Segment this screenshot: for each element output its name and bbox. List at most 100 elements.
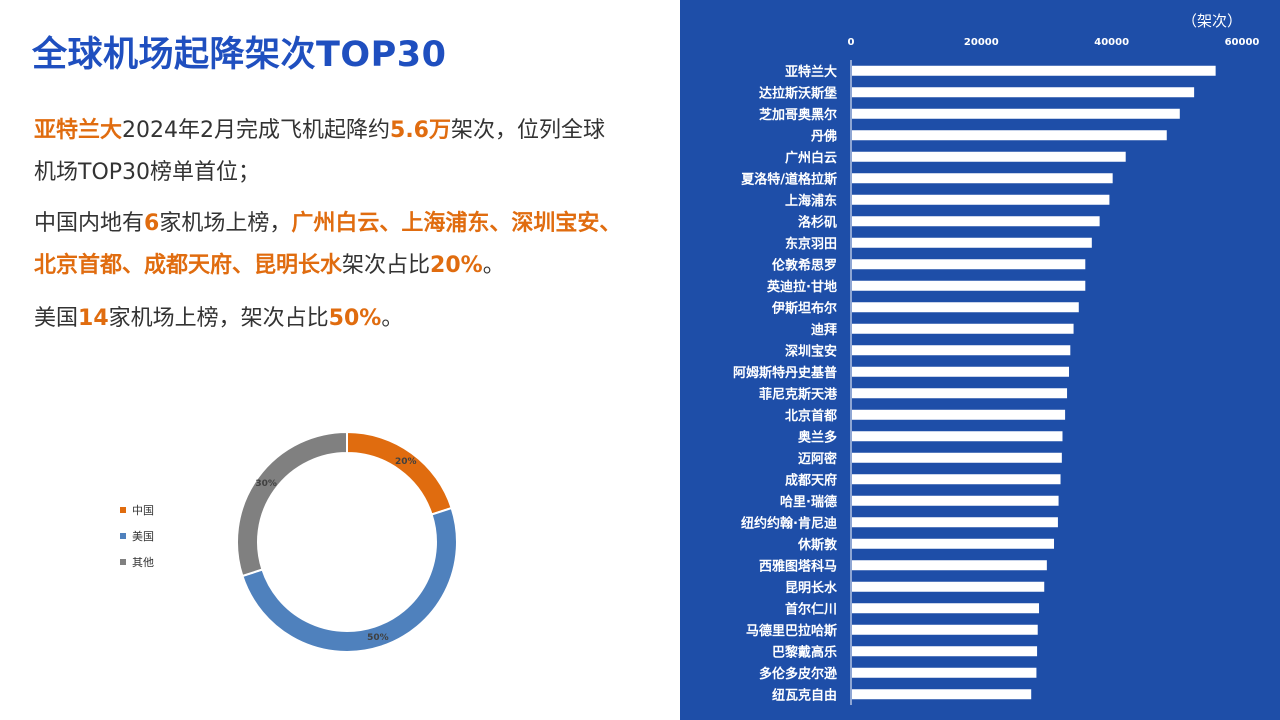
text-segment: 家机场上榜， [159, 211, 292, 236]
bar-category-label: 北京首都 [785, 408, 837, 424]
text-segment: 中国内地有 [34, 211, 145, 236]
bar [852, 237, 1092, 248]
legend-label: 中国 [132, 504, 154, 517]
text-segment: 架次，位列全球机场TOP30榜单首位； [34, 118, 606, 185]
bar [852, 173, 1113, 184]
bar [852, 280, 1086, 291]
bar [852, 194, 1110, 205]
bar [852, 65, 1216, 76]
legend-item: 中国 [120, 497, 154, 523]
bar-category-label: 奥兰多 [798, 429, 837, 445]
donut-slice-0 [346, 430, 453, 516]
bar-category-label: 阿姆斯特丹史基普 [733, 365, 837, 381]
legend-label: 其他 [132, 556, 154, 569]
bar-category-label: 丹佛 [811, 128, 837, 144]
text-segment: 家机场上榜，架次占比 [108, 306, 329, 331]
donut-slice-1 [241, 506, 458, 653]
bar-category-label: 洛杉矶 [798, 214, 837, 230]
donut-slice-label: 50% [367, 633, 389, 643]
bar-category-label: 伦敦希思罗 [772, 257, 837, 273]
legend-item: 其他 [120, 549, 154, 575]
bar [852, 108, 1180, 119]
highlight-atlanta: 亚特兰大 [34, 118, 123, 143]
summary-paragraph-top-airport: 亚特兰大2024年2月完成飞机起降约5.6万架次，位列全球机场TOP30榜单首位… [34, 110, 624, 194]
bar [852, 452, 1062, 463]
bar [852, 689, 1032, 700]
bar-category-label: 昆明长水 [785, 580, 838, 596]
bar-category-label: 上海浦东 [785, 193, 837, 209]
axis-tick-label: 60000 [1225, 37, 1260, 48]
bar-category-label: 伊斯坦布尔 [771, 300, 837, 316]
bar-category-label: 成都天府 [785, 472, 837, 488]
highlight-flights-count: 5.6万 [390, 118, 451, 143]
bar-category-label: 迪拜 [811, 322, 837, 338]
bar-category-label: 巴黎戴高乐 [772, 644, 837, 660]
highlight-usa-share: 50% [328, 306, 382, 331]
bar-category-label: 达拉斯沃斯堡 [759, 85, 837, 101]
bar-category-label: 深圳宝安 [785, 343, 837, 359]
donut-slice-label: 20% [395, 457, 417, 467]
text-segment: 美国 [34, 306, 79, 331]
bar-category-label: 芝加哥奥黑尔 [759, 107, 837, 123]
bar-category-label: 英迪拉·甘地 [766, 279, 837, 295]
bar [852, 495, 1059, 506]
bar [852, 130, 1167, 141]
bar-chart: 0 20000 40000 60000 亚特兰大达拉斯沃斯堡芝加哥奥黑尔丹佛广州白云夏洛… [733, 37, 1260, 705]
legend-swatch [120, 559, 126, 565]
bar [852, 538, 1055, 549]
bar-category-label: 纽约约翰·肯尼迪 [741, 515, 837, 531]
bar [852, 151, 1126, 162]
text-segment: 。 [482, 253, 505, 278]
bar-category-label: 西雅图塔科马 [759, 558, 837, 574]
axis-tick-label: 40000 [1094, 37, 1129, 48]
bar [852, 302, 1079, 313]
donut-legend: 中国美国其他 [120, 497, 154, 575]
page-title: 全球机场起降架次TOP30 [32, 35, 447, 75]
bar [852, 646, 1038, 657]
donut-slice-2 [236, 430, 348, 578]
highlight-usa-count: 14 [78, 306, 109, 331]
highlight-china-count: 6 [144, 211, 160, 236]
donut-slice-label: 30% [255, 479, 277, 489]
text-segment: 架次占比 [342, 253, 431, 278]
bar-category-label: 哈里·瑞德 [780, 494, 837, 510]
bar-category-label: 夏洛特/道格拉斯 [740, 171, 837, 187]
bar-category-label: 休斯敦 [797, 537, 838, 553]
bar-category-label: 东京羽田 [785, 236, 837, 252]
bar [852, 345, 1071, 356]
bar [852, 474, 1061, 485]
bar-category-label: 纽瓦克自由 [772, 687, 837, 703]
bar [852, 366, 1070, 377]
bar-category-label: 迈阿密 [798, 451, 837, 467]
bar [852, 323, 1074, 334]
axis-tick-label: 0 [848, 37, 855, 48]
bar-chart-panel: （架次） 0 20000 40000 60000 亚特兰大达拉斯沃斯堡 芝加哥奥黑尔丹佛广… [680, 0, 1280, 720]
bar [852, 409, 1066, 420]
text-segment: 2024年2月完成飞机起降约 [122, 118, 391, 143]
bar [852, 560, 1047, 571]
bar [852, 581, 1045, 592]
legend-swatch [120, 507, 126, 513]
legend-swatch [120, 533, 126, 539]
legend-item: 美国 [120, 523, 154, 549]
summary-paragraph-usa: 美国14家机场上榜，架次占比50%。 [34, 298, 624, 340]
summary-paragraph-china: 中国内地有6家机场上榜，广州白云、上海浦东、深圳宝安、北京首都、成都天府、昆明长… [34, 203, 624, 287]
bar [852, 603, 1040, 614]
text-segment: 。 [381, 306, 404, 331]
bar [852, 431, 1063, 442]
bar-category-label: 首尔仁川 [785, 601, 837, 617]
bar [852, 216, 1100, 227]
bar [852, 517, 1058, 528]
bar-category-label: 亚特兰大 [785, 64, 837, 80]
bar-category-label: 马德里巴拉哈斯 [746, 623, 837, 639]
bar-category-label: 广州白云 [785, 150, 837, 166]
donut-chart: 20% 50% 30% [236, 430, 458, 653]
bar [852, 87, 1195, 98]
highlight-china-airports: 广州白云、上海浦东、深圳宝安、北京首都、成都天府、昆明长水 [34, 211, 622, 278]
axis-tick-label: 20000 [964, 37, 999, 48]
axis-unit-label: （架次） [1181, 12, 1242, 30]
bar [852, 624, 1038, 635]
highlight-china-share: 20% [430, 253, 483, 278]
bar [852, 388, 1068, 399]
bar [852, 259, 1086, 270]
